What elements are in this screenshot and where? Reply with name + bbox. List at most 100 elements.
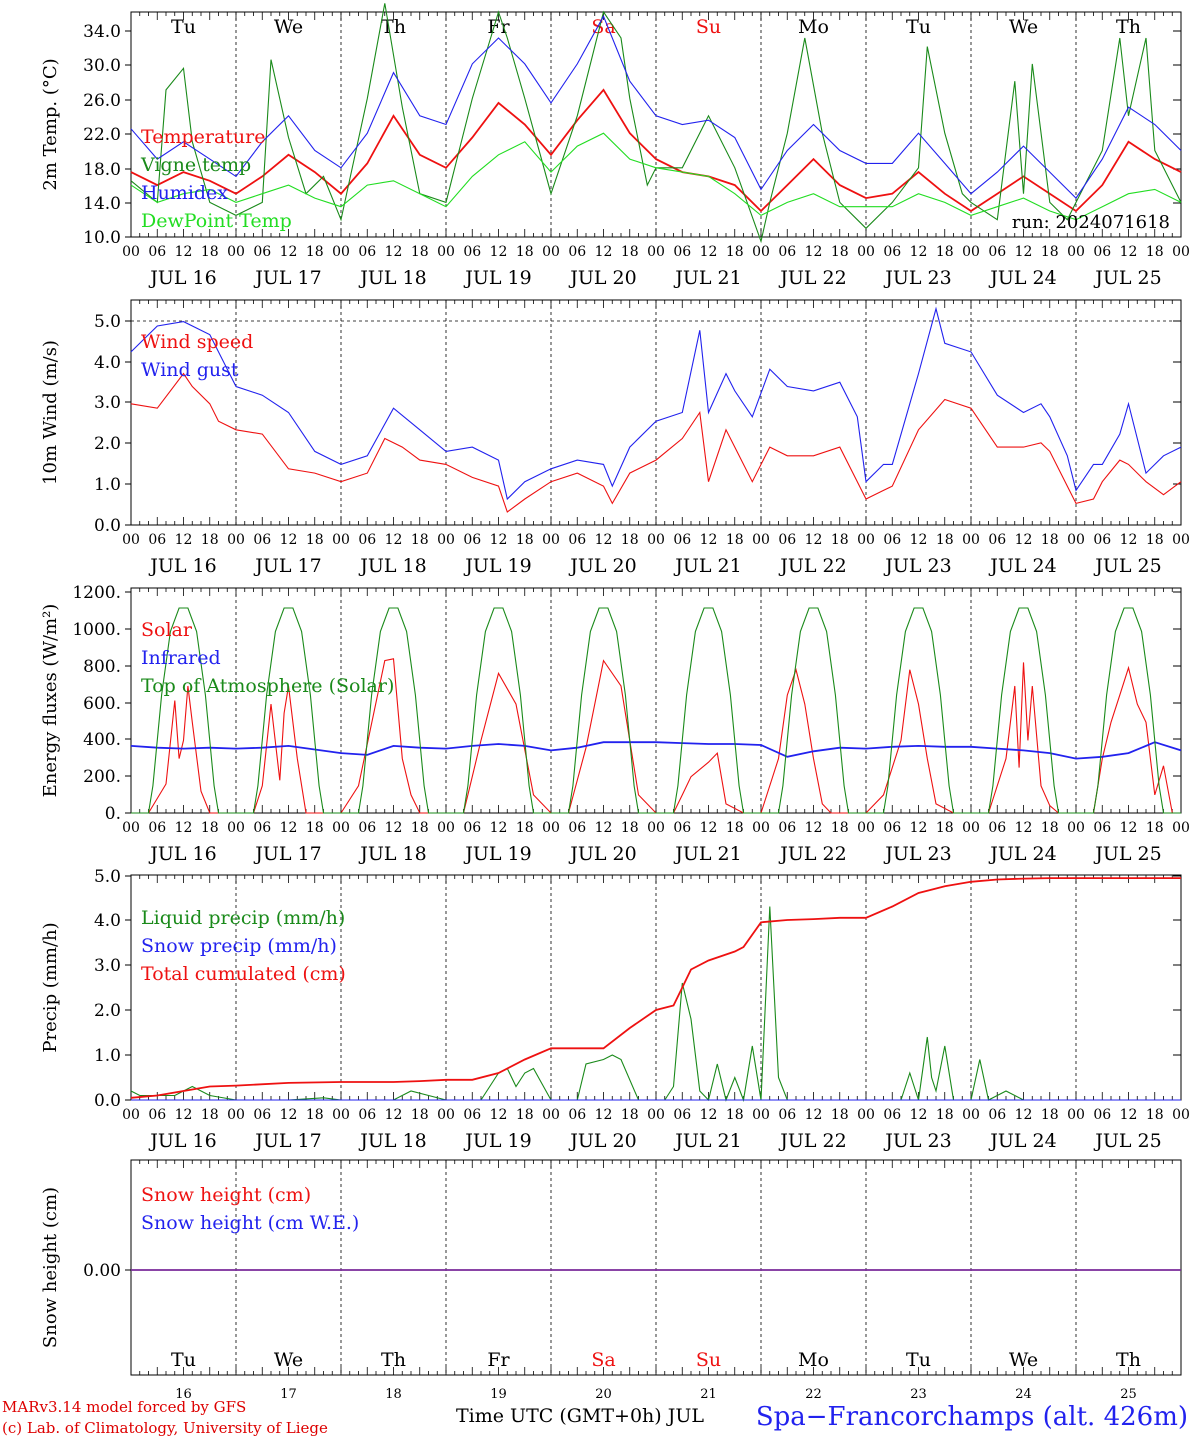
x-hour-label: 00 (752, 244, 770, 260)
x-hour-label: 00 (857, 820, 875, 836)
x-hour-label: 18 (306, 532, 324, 548)
x-hour-label: 00 (332, 1107, 350, 1123)
x-hour-label: 06 (1093, 820, 1111, 836)
series-line-dewpoint-temp (130, 132, 1182, 221)
y-axis-label: 10m Wind (m/s) (40, 340, 61, 485)
x-hour-label: 00 (1172, 1107, 1190, 1123)
x-hour-label: 00 (647, 532, 665, 548)
x-day-label: JUL 16 (148, 555, 216, 577)
x-day-label: JUL 16 (148, 1130, 216, 1152)
weekday-label-top: Su (696, 16, 721, 38)
weekday-label-top: Mo (798, 16, 829, 38)
y-tick-label: 200. (83, 767, 121, 787)
x-hour-label: 06 (568, 244, 586, 260)
x-hour-label: 00 (227, 1107, 245, 1123)
x-hour-label: 12 (385, 820, 403, 836)
legend-entry: Solar (141, 619, 193, 641)
x-hour-label: 12 (1120, 532, 1138, 548)
x-hour-label: 00 (227, 820, 245, 836)
x-day-label: JUL 18 (358, 843, 426, 865)
x-hour-label: 18 (1146, 244, 1164, 260)
weekday-label-top: Tu (906, 16, 931, 38)
y-tick-label: 4.0 (94, 353, 121, 373)
series-line-humidex (130, 15, 1182, 199)
weekday-label-bottom: Th (381, 1349, 406, 1371)
y-axis-label: 2m Temp. (°C) (40, 58, 61, 190)
x-hour-label: 18 (936, 532, 954, 548)
x-hour-label: 00 (1067, 820, 1085, 836)
x-day-label: JUL 21 (673, 555, 741, 577)
x-hour-label: 18 (201, 532, 219, 548)
x-hour-label: 06 (463, 1107, 481, 1123)
x-day-label: JUL 25 (1093, 843, 1161, 865)
x-hour-label: 00 (437, 532, 455, 548)
day-number-label: 21 (700, 1387, 717, 1402)
legend-entry: DewPoint Temp (141, 210, 292, 232)
x-day-label: JUL 19 (463, 843, 531, 865)
series-line-infrared (130, 741, 1182, 760)
y-tick-label: 3.0 (94, 393, 121, 413)
x-hour-label: 12 (910, 1107, 928, 1123)
x-hour-label: 12 (805, 532, 823, 548)
x-hour-label: 06 (778, 244, 796, 260)
x-hour-label: 12 (175, 1107, 193, 1123)
weekday-label-bottom: Su (696, 1349, 721, 1371)
legend-entry: Wind speed (141, 331, 253, 353)
legend-entry: Total cumulated (cm) (141, 963, 346, 985)
y-axis-label: Precip (mm/h) (40, 922, 61, 1052)
x-hour-label: 06 (358, 532, 376, 548)
x-hour-label: 00 (542, 820, 560, 836)
x-day-label: JUL 18 (358, 555, 426, 577)
weekday-label-top: We (1009, 16, 1038, 38)
x-hour-label: 06 (148, 820, 166, 836)
y-tick-label: 0.0 (94, 1091, 121, 1111)
x-hour-label: 00 (1172, 820, 1190, 836)
legend-entry: Vigne temp (140, 154, 251, 176)
x-hour-label: 06 (883, 820, 901, 836)
x-hour-label: 12 (280, 1107, 298, 1123)
y-tick-label: 0. (105, 804, 121, 824)
x-day-label: JUL 22 (778, 843, 846, 865)
x-day-label: JUL 23 (883, 555, 951, 577)
weekday-label-top: We (274, 16, 303, 38)
x-hour-label: 18 (831, 820, 849, 836)
legend-entry: Snow height (cm W.E.) (141, 1212, 359, 1234)
x-hour-label: 06 (673, 1107, 691, 1123)
x-hour-label: 12 (1015, 244, 1033, 260)
x-hour-label: 06 (673, 244, 691, 260)
weekday-label-bottom: Tu (906, 1349, 931, 1371)
x-hour-label: 12 (280, 244, 298, 260)
y-tick-label: 0.00 (83, 1261, 121, 1281)
day-number-label: 20 (595, 1387, 612, 1402)
legend-entry: Snow precip (mm/h) (141, 935, 337, 957)
x-hour-label: 00 (122, 244, 140, 260)
x-hour-label: 12 (280, 820, 298, 836)
x-hour-label: 12 (595, 820, 613, 836)
x-day-label: JUL 18 (358, 267, 426, 289)
x-day-label: JUL 16 (148, 843, 216, 865)
x-hour-label: 00 (332, 244, 350, 260)
x-hour-label: 12 (490, 532, 508, 548)
weekday-label-bottom: Fr (487, 1349, 510, 1371)
x-hour-label: 18 (201, 1107, 219, 1123)
x-hour-label: 00 (1067, 532, 1085, 548)
x-day-label: JUL 21 (673, 1130, 741, 1152)
x-hour-label: 18 (516, 244, 534, 260)
x-hour-label: 12 (490, 820, 508, 836)
x-hour-label: 18 (936, 244, 954, 260)
credit-line-2: (c) Lab. of Climatology, University of L… (2, 1419, 328, 1437)
x-hour-label: 00 (962, 532, 980, 548)
x-hour-label: 00 (227, 244, 245, 260)
x-day-label: JUL 25 (1093, 555, 1161, 577)
x-hour-label: 18 (516, 1107, 534, 1123)
x-day-label: JUL 23 (883, 1130, 951, 1152)
x-hour-label: 06 (463, 532, 481, 548)
x-day-label: JUL 19 (463, 555, 531, 577)
x-hour-label: 18 (411, 820, 429, 836)
x-hour-label: 12 (1120, 820, 1138, 836)
x-hour-label: 06 (568, 532, 586, 548)
y-tick-label: 5.0 (94, 312, 121, 332)
weekday-label-bottom: We (1009, 1349, 1038, 1371)
x-hour-label: 12 (175, 244, 193, 260)
series-line-total-cumulated-cm- (130, 877, 1181, 1099)
